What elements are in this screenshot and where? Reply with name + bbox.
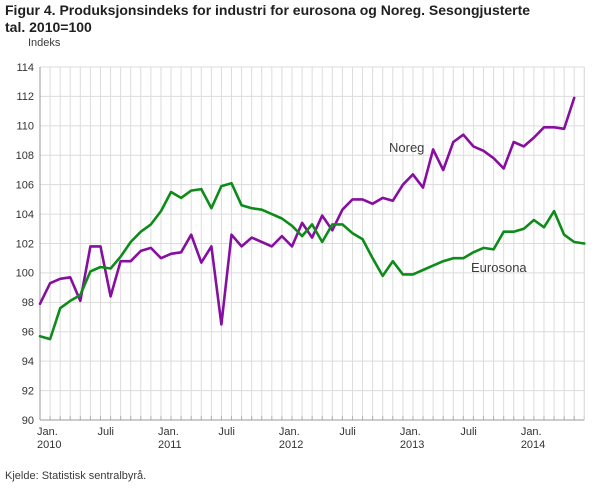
figure-title-line2: tal. 2010=100 [5, 19, 92, 35]
x-tick-year-label: 2014 [521, 439, 545, 451]
x-tick-year-label: 2010 [37, 439, 61, 451]
figure-title-line1: Figur 4. Produksjonsindeks for industri … [5, 2, 531, 18]
x-tick-label: Jan. [279, 426, 300, 438]
noreg-series-label: Noreg [389, 140, 424, 155]
x-tick-label: Jan. [400, 426, 421, 438]
y-tick-label: 112 [16, 91, 34, 103]
x-tick-year-label: 2012 [279, 439, 303, 451]
x-tick-label: Jan. [37, 426, 58, 438]
x-tick-year-label: 2011 [158, 439, 182, 451]
y-axis-unit-label: Indeks [28, 37, 61, 49]
x-tick-label: Jan. [158, 426, 179, 438]
x-tick-label: Juli [339, 426, 356, 438]
y-tick-label: 94 [22, 356, 34, 368]
y-tick-label: 104 [16, 209, 34, 221]
y-tick-label: 98 [22, 297, 34, 309]
y-tick-label: 108 [16, 150, 34, 162]
x-tick-label: Juli [218, 426, 235, 438]
y-tick-label: 90 [22, 415, 34, 427]
source-note: Kjelde: Statistisk sentralbyrå. [5, 470, 147, 482]
x-tick-label: Juli [97, 426, 114, 438]
y-tick-label: 102 [16, 238, 34, 250]
figure-title: Figur 4. Produksjonsindeks for industri … [5, 2, 607, 36]
y-tick-label: 100 [16, 268, 34, 280]
y-tick-label: 110 [16, 121, 34, 133]
x-tick-year-label: 2013 [400, 439, 424, 451]
y-tick-label: 106 [16, 179, 34, 191]
x-tick-label: Juli [460, 426, 477, 438]
y-tick-label: 114 [16, 62, 34, 74]
eurosona-line [38, 181, 586, 341]
eurosona-series-label: Eurosona [471, 260, 527, 275]
y-tick-label: 92 [22, 385, 34, 397]
x-tick-label: Jan. [521, 426, 542, 438]
y-tick-label: 96 [22, 327, 34, 339]
